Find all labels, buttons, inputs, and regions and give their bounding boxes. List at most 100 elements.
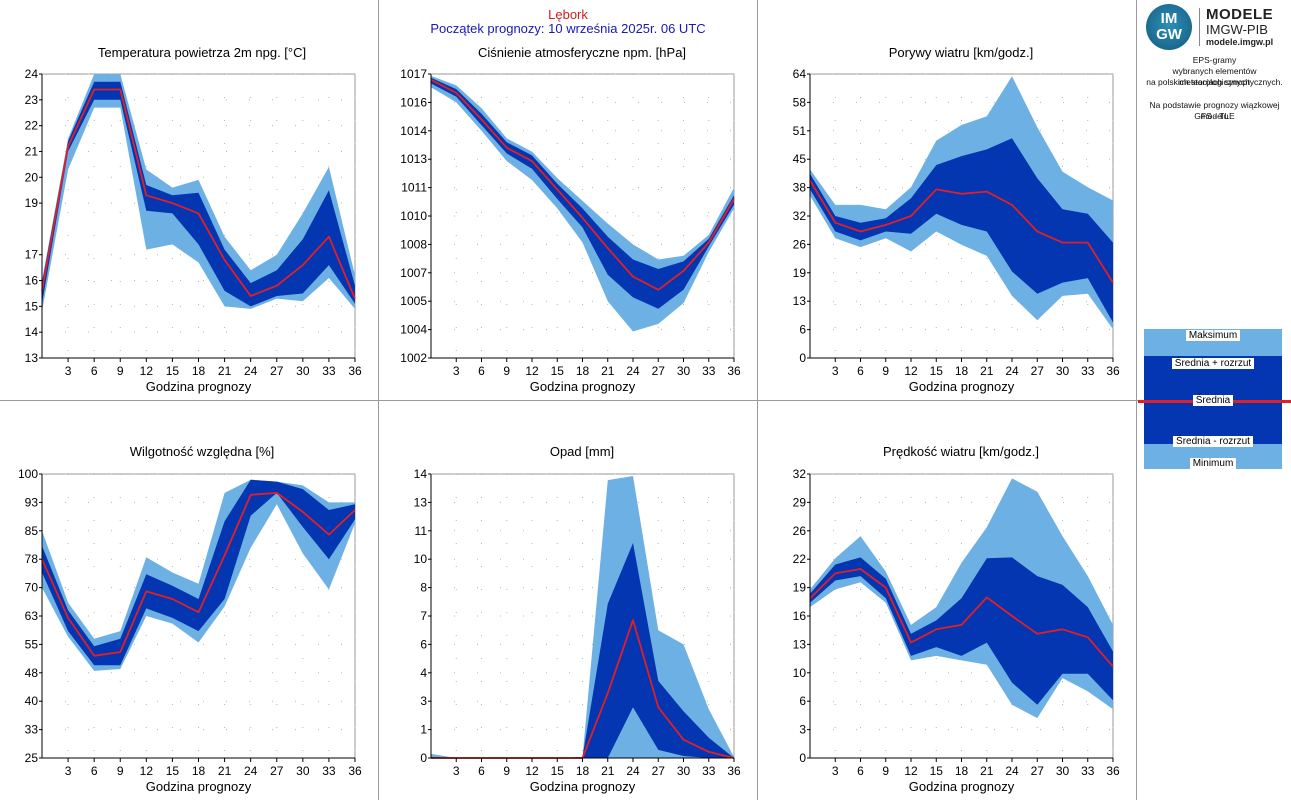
precipitation-ytick-label: 1 xyxy=(420,723,427,737)
wind-speed-ytick-label: 22 xyxy=(793,552,807,566)
logo-badge-bottom: GW xyxy=(1156,26,1182,43)
precipitation-ytick-label: 8 xyxy=(420,581,427,595)
station-name: Lębork xyxy=(548,7,588,22)
gusts-ytick-label: 64 xyxy=(793,67,807,81)
temperature-xtick-label: 3 xyxy=(65,364,72,378)
legend-panel: IM GW MODELE IMGW-PIB modele.imgw.pl EPS… xyxy=(1138,0,1291,800)
precipitation-xtick-label: 27 xyxy=(652,764,666,778)
gusts-xtick-label: 30 xyxy=(1056,364,1070,378)
pressure-band-spread xyxy=(431,77,734,309)
temperature-band-minmax xyxy=(42,74,355,312)
forecast-start-label: Początek prognozy: 10 września 2025r. 06… xyxy=(430,21,706,36)
gusts-ytick-label: 13 xyxy=(793,294,807,308)
pressure-chart: 1002 1004 1005 1007 1008 1010 1011 1013 1014 1016… xyxy=(400,45,741,394)
pressure-xtick-label: 6 xyxy=(478,364,485,378)
wind-speed-xtick-label: 33 xyxy=(1081,764,1095,778)
precipitation-xtick-label: 9 xyxy=(503,764,510,778)
pressure-xtick-label: 9 xyxy=(503,364,510,378)
gusts-xtick-label: 3 xyxy=(832,364,839,378)
pressure-band-minmax xyxy=(431,75,734,332)
gusts-xtick-label: 12 xyxy=(904,364,918,378)
pressure-ytick-label: 1013 xyxy=(400,152,427,166)
temperature-xtick-label: 9 xyxy=(117,364,124,378)
pressure-xtick-label: 33 xyxy=(702,364,716,378)
temperature-ytick-label: 17 xyxy=(25,248,39,262)
pressure-xtick-label: 24 xyxy=(626,364,640,378)
wind-speed-xtick-label: 15 xyxy=(930,764,944,778)
precipitation-ytick-label: 7 xyxy=(420,609,427,623)
precipitation-ytick-label: 3 xyxy=(420,694,427,708)
humidity-xtick-label: 12 xyxy=(140,764,154,778)
humidity-mean-line xyxy=(41,491,356,657)
pressure-ytick-label: 1011 xyxy=(401,181,427,195)
humidity-xtick-label: 36 xyxy=(348,764,362,778)
wind-speed-xtick-label: 27 xyxy=(1031,764,1045,778)
humidity-band-minmax xyxy=(42,479,355,671)
temperature-ytick-label: 13 xyxy=(25,351,39,365)
info-line-1: EPS-gramy xyxy=(1192,55,1237,65)
temperature-xtick-label: 12 xyxy=(140,364,154,378)
legend-label-minus: Średnia - rozrzut xyxy=(1173,436,1253,447)
pressure-xtick-label: 3 xyxy=(453,364,460,378)
pressure-xtick-label: 18 xyxy=(576,364,590,378)
temperature-ytick-label: 16 xyxy=(25,274,39,288)
temperature-xtick-label: 6 xyxy=(91,364,98,378)
humidity-band-spread xyxy=(42,479,355,666)
logo-title: MODELE xyxy=(1206,6,1274,23)
precipitation-ytick-label: 13 xyxy=(414,495,428,509)
humidity-ytick-label: 70 xyxy=(25,581,39,595)
pressure-ytick-label: 1008 xyxy=(400,237,427,251)
wind-speed-ytick-label: 16 xyxy=(793,609,807,623)
legend-label-mean: Średnia xyxy=(1192,395,1234,406)
wind-speed-xtick-label: 9 xyxy=(882,764,889,778)
precipitation-xlabel: Godzina prognozy xyxy=(530,779,636,794)
humidity-xtick-label: 15 xyxy=(166,764,180,778)
precipitation-ytick-label: 4 xyxy=(420,666,427,680)
gusts-band-spread xyxy=(810,138,1113,323)
info-line-4: Na podstawie prognozy wiązkowej modelu xyxy=(1149,100,1280,121)
precipitation-xtick-label: 12 xyxy=(525,764,539,778)
horizontal-divider xyxy=(0,400,1291,401)
wind-speed-xtick-label: 6 xyxy=(857,764,864,778)
precipitation-ytick-label: 10 xyxy=(414,552,428,566)
wind-speed-xtick-label: 12 xyxy=(904,764,918,778)
pressure-ytick-label: 1005 xyxy=(400,294,427,308)
logo-separator xyxy=(1199,8,1200,46)
precipitation-xtick-label: 15 xyxy=(551,764,565,778)
wind-speed-xtick-label: 30 xyxy=(1056,764,1070,778)
pressure-ytick-label: 1014 xyxy=(400,124,427,138)
wind-speed-xlabel: Godzina prognozy xyxy=(909,779,1015,794)
wind-speed-xtick-label: 36 xyxy=(1106,764,1120,778)
humidity-ytick-label: 63 xyxy=(25,609,39,623)
pressure-ytick-label: 1010 xyxy=(400,209,427,223)
precipitation-xtick-label: 36 xyxy=(727,764,741,778)
temperature-ytick-label: 21 xyxy=(25,144,39,158)
pressure-xtick-label: 27 xyxy=(652,364,666,378)
gusts-xtick-label: 21 xyxy=(980,364,994,378)
pressure-mean-line xyxy=(430,78,735,291)
wind-speed-ytick-label: 29 xyxy=(793,495,807,509)
wind-speed-ytick-label: 3 xyxy=(799,723,806,737)
logo-url: modele.imgw.pl xyxy=(1206,37,1274,47)
temperature-xtick-label: 27 xyxy=(270,364,284,378)
gusts-ytick-label: 51 xyxy=(793,124,807,138)
pressure-ytick-label: 1007 xyxy=(400,266,427,280)
humidity-xtick-label: 21 xyxy=(218,764,232,778)
humidity-ytick-label: 55 xyxy=(25,637,39,651)
wind-speed-ytick-label: 0 xyxy=(799,751,806,765)
pressure-ytick-label: 1017 xyxy=(400,67,427,81)
imgw-logo: IM GW MODELE IMGW-PIB modele.imgw.pl xyxy=(1146,4,1286,50)
precipitation-ytick-label: 0 xyxy=(420,751,427,765)
gusts-title: Porywy wiatru [km/godz.] xyxy=(889,45,1034,60)
wind-speed-ytick-label: 13 xyxy=(793,637,807,651)
pressure-ytick-label: 1016 xyxy=(400,95,427,109)
humidity-xtick-label: 9 xyxy=(117,764,124,778)
humidity-xtick-label: 18 xyxy=(192,764,206,778)
humidity-ytick-label: 100 xyxy=(18,467,38,481)
temperature-ytick-label: 20 xyxy=(25,170,39,184)
humidity-ytick-label: 33 xyxy=(25,723,39,737)
pressure-xtick-label: 15 xyxy=(551,364,565,378)
wind-speed-mean-line xyxy=(809,568,1114,668)
